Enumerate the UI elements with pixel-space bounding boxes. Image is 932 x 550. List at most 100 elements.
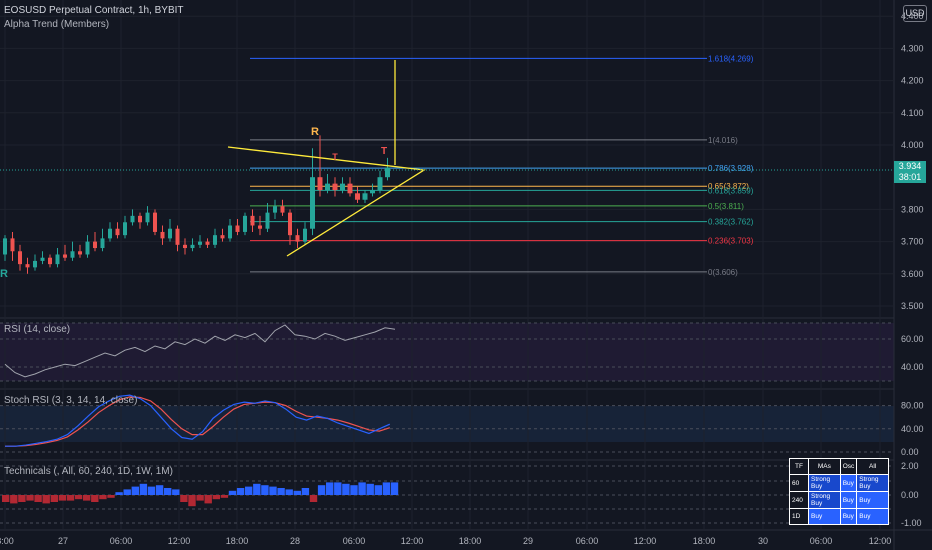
candle-body: [18, 251, 22, 265]
time-tick: 12:00: [634, 536, 657, 546]
candle-body: [108, 228, 112, 239]
chart-title[interactable]: EOSUSD Perpetual Contract, 1h, BYBIT: [4, 5, 184, 16]
tech-header: MAs: [808, 458, 841, 475]
tech-bar: [285, 489, 293, 495]
tech-bar: [18, 495, 26, 502]
candle-body: [160, 231, 165, 239]
candle-body: [130, 215, 135, 223]
time-tick: 29: [523, 536, 533, 546]
indicator-title[interactable]: Alpha Trend (Members): [4, 19, 110, 30]
candle-body: [93, 241, 97, 249]
tech-cell: Buy: [839, 474, 858, 492]
tech-bar: [326, 482, 334, 495]
stoch-tick: 40.00: [901, 424, 924, 434]
marker-r-top: R: [311, 126, 319, 138]
tech-bar: [277, 488, 285, 495]
drawings[interactable]: [0, 60, 894, 257]
last-price: 3.934: [898, 161, 922, 171]
tech-cell: Buy: [839, 491, 858, 509]
tech-title[interactable]: Technicals (, All, 60, 240, 1D, 1W, 1M): [4, 466, 173, 477]
tech-bar: [10, 495, 18, 504]
candle-body: [265, 212, 270, 229]
candle-body: [205, 241, 210, 245]
tech-tf: 240: [789, 491, 809, 509]
candle-body: [168, 228, 172, 239]
candle-body: [273, 206, 277, 213]
candle-body: [228, 225, 232, 239]
price-tick: 4.400: [901, 11, 924, 21]
tech-bar: [236, 488, 245, 495]
tech-bar: [83, 495, 91, 501]
tech-bar: [293, 490, 301, 495]
candle-body: [78, 251, 82, 255]
tech-bar: [26, 495, 34, 501]
tech-bar: [212, 495, 220, 500]
stoch-pane[interactable]: 80.00 40.00 0.00: [0, 394, 924, 457]
currency-button[interactable]: USD: [903, 5, 927, 22]
candle-body: [63, 254, 67, 258]
candle-body: [347, 183, 353, 194]
tech-bar: [358, 482, 366, 495]
candle-body: [183, 244, 187, 249]
time-tick: 12:00: [401, 536, 424, 546]
time-tick: 30: [758, 536, 768, 546]
tech-bar: [99, 495, 107, 500]
tech-cell: Buy: [856, 491, 889, 509]
fib-level-label: 0.382(3.762): [708, 218, 754, 227]
marker-r-bottom: R: [0, 268, 8, 280]
grid: [0, 0, 894, 530]
time-tick: 8:00: [0, 536, 14, 546]
tech-bar: [350, 485, 358, 495]
rsi-title[interactable]: RSI (14, close): [4, 324, 71, 335]
technicals-table: TF MAs Osc All 60 Strong Buy Buy Strong …: [789, 458, 889, 525]
fib-level-label: 0(3.606): [708, 268, 738, 277]
stoch-tick: 0.00: [901, 447, 919, 457]
candle-body: [190, 244, 195, 249]
candle-body: [138, 215, 142, 223]
time-tick: 12:00: [168, 536, 191, 546]
fib-level-label: 0.236(3.703): [708, 237, 754, 246]
rsi-pane[interactable]: 60.00 40.00: [0, 322, 924, 382]
candle-body: [340, 183, 345, 191]
price-tick: 4.300: [901, 43, 924, 53]
tech-header: All: [856, 458, 889, 475]
tech-bar: [91, 495, 99, 502]
candle-body: [325, 183, 330, 191]
candle-body: [317, 177, 323, 191]
candle-body: [385, 167, 390, 178]
stoch-title[interactable]: Stoch RSI (3, 3, 14, 14, close): [4, 395, 138, 406]
tech-bar: [147, 486, 156, 495]
tech-bar: [253, 483, 261, 495]
tech-bar: [115, 492, 123, 495]
time-tick: 27: [58, 536, 68, 546]
tech-bar: [204, 495, 212, 504]
stoch-k-line: [5, 394, 391, 447]
marker-t1: T: [332, 152, 338, 162]
tech-bar: [301, 488, 310, 495]
candle-body: [258, 225, 262, 229]
price-tick: 4.000: [901, 140, 924, 150]
candle-body: [243, 215, 247, 232]
rsi-tick: 60.00: [901, 334, 924, 344]
tech-bar: [228, 490, 237, 495]
fib-level-label: 0.786(3.928): [708, 164, 754, 173]
tech-cell: Strong Buy: [856, 474, 889, 492]
tech-bar: [196, 495, 204, 501]
candle-body: [175, 228, 180, 245]
bar-countdown: 38:01: [898, 172, 922, 182]
tech-bar: [155, 485, 164, 495]
stoch-tick: 80.00: [901, 401, 924, 411]
tech-bar: [334, 482, 342, 495]
tech-bar: [2, 495, 10, 502]
candle-body: [310, 177, 315, 229]
candle-body: [70, 251, 75, 258]
fib-retracement[interactable]: 1.618(4.269) 1(4.016) 0.786(3.928) 0.65(3.8…: [250, 54, 754, 277]
candle-body: [377, 177, 383, 191]
tech-pane[interactable]: 2.00 0.00 -1.00: [0, 461, 922, 528]
tech-bar: [374, 485, 382, 495]
tech-bar: [139, 483, 148, 495]
candle-body: [85, 241, 90, 255]
tech-bar: [188, 495, 196, 507]
tech-bar: [74, 495, 83, 500]
